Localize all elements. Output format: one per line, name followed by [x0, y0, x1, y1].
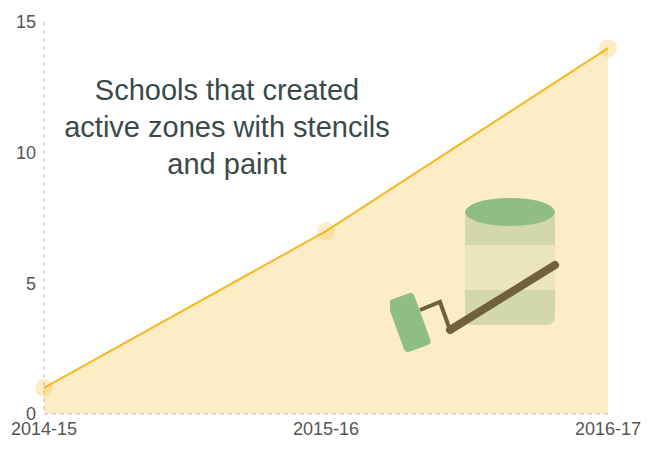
svg-text:10: 10: [16, 143, 36, 163]
svg-text:15: 15: [16, 12, 36, 32]
svg-text:2016-17: 2016-17: [575, 419, 641, 439]
svg-text:0: 0: [26, 404, 36, 424]
svg-text:5: 5: [26, 274, 36, 294]
svg-text:2015-16: 2015-16: [293, 419, 359, 439]
html-text:Schools that created active zo: Schools that created active zones with s…: [64, 74, 390, 180]
svg-text:2014-15: 2014-15: [11, 419, 77, 439]
